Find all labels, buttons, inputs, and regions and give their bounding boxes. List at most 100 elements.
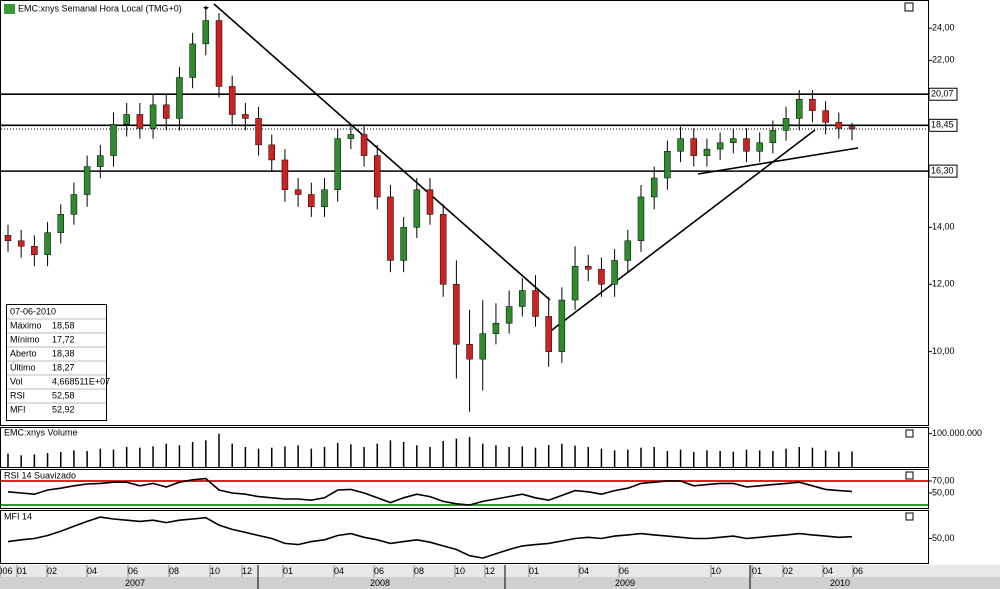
candle-body: [624, 240, 632, 261]
trend-lines: [213, 3, 859, 334]
level-box: [928, 118, 958, 132]
candle-body: [123, 114, 130, 125]
info-date: 07-06-2010: [10, 306, 56, 316]
x-tick-label: 12: [485, 566, 495, 576]
x-tick-label: 02: [783, 566, 793, 576]
candle-body: [835, 122, 843, 129]
x-tick-label: 04: [334, 566, 344, 576]
candle-body: [110, 124, 117, 156]
candle-body: [97, 155, 104, 167]
level-label: 16,30: [931, 165, 954, 175]
candle-body: [492, 322, 500, 334]
year-label: 2010: [830, 578, 850, 588]
x-tick-label: 06: [128, 566, 138, 576]
candle-body: [268, 144, 275, 161]
rsi-line: [7, 477, 853, 506]
year-label: 2007: [125, 578, 145, 588]
candle-body: [558, 299, 566, 352]
y-tick-label: 100.000.000: [932, 428, 982, 438]
candle-body: [189, 43, 196, 78]
x-tick-label: 10: [210, 566, 220, 576]
candle-body: [387, 196, 394, 261]
info-value: 4,668511E+07: [52, 376, 110, 386]
candle-body: [360, 134, 368, 156]
info-label: Último: [10, 362, 36, 372]
x-tick-label: 01: [529, 566, 539, 576]
mfi-line: [7, 516, 853, 559]
rsi-title: RSI 14 Suavizado: [4, 470, 76, 480]
candle-body: [242, 114, 249, 119]
candle-body: [690, 138, 697, 156]
candle-body: [281, 159, 289, 190]
candle-body: [308, 194, 315, 208]
info-value: 52,92: [52, 404, 75, 414]
candle-body: [519, 290, 526, 307]
candle-body: [163, 104, 170, 119]
info-label: Vol: [10, 376, 23, 386]
candle-body: [374, 155, 381, 198]
candle-body: [796, 98, 803, 119]
candle-body: [637, 196, 645, 242]
x-tick-label: 04: [87, 566, 97, 576]
x-tick-label: 06: [853, 566, 863, 576]
y-tick-label: 24,00: [932, 23, 955, 33]
mfi-title: MFI 14: [4, 511, 32, 521]
x-tick-label: 04: [823, 566, 833, 576]
candle-body: [611, 260, 618, 285]
candle-body: [809, 98, 816, 111]
candle-body: [83, 166, 91, 195]
y-tick-label: 22,00: [932, 55, 955, 65]
candle-body: [31, 246, 38, 255]
volume-title: EMC:xnys Volume: [4, 427, 78, 437]
candle-body: [585, 266, 592, 270]
candle-body: [505, 306, 513, 324]
candle-body: [44, 232, 51, 255]
candle-body: [439, 214, 447, 285]
candle-body: [822, 110, 829, 123]
candle-body: [545, 316, 552, 352]
candle-body: [703, 148, 711, 156]
chart-title: EMC:xnys Semanal Hora Local (TMG+0): [18, 3, 182, 13]
candle-body: [756, 142, 763, 152]
year-label: 2008: [370, 578, 390, 588]
candle-body: [294, 189, 302, 195]
x-tick-label: 01: [752, 566, 762, 576]
candle-body: [57, 214, 64, 233]
candle-body: [848, 126, 856, 130]
info-value: 52,58: [52, 390, 75, 400]
candle-body: [479, 333, 486, 360]
x-tick-label: 10: [711, 566, 721, 576]
x-tick-label: 08: [414, 566, 424, 576]
x-tick-label: 02: [47, 566, 57, 576]
candle-body: [4, 235, 12, 242]
candle-body: [321, 189, 328, 208]
trend-line: [213, 3, 551, 301]
candle-body: [136, 114, 144, 129]
info-value: 18,38: [52, 348, 75, 358]
candle-body: [664, 151, 671, 179]
y-tick-label: 50,00: [932, 487, 955, 497]
candle-body: [532, 290, 539, 317]
info-label: MFI: [10, 404, 26, 414]
level-box: [928, 164, 958, 178]
level-label: 18,45: [931, 120, 954, 130]
level-label: 20,07: [931, 89, 954, 99]
x-tick-label: 01: [283, 566, 293, 576]
candle-body: [426, 189, 434, 215]
candle-body: [598, 268, 605, 285]
x-tick-label: 08: [169, 566, 179, 576]
candle-body: [176, 77, 183, 119]
candle-body: [677, 138, 684, 152]
x-tick-label: 04: [579, 566, 589, 576]
info-label: RSI: [10, 390, 25, 400]
candle-body: [650, 177, 658, 198]
candle-body: [17, 240, 25, 247]
year-label: 2009: [615, 578, 635, 588]
window-button[interactable]: [904, 2, 914, 12]
info-label: Mínimo: [10, 334, 40, 344]
info-frame: [6, 304, 107, 421]
candle-body: [149, 104, 157, 129]
y-tick-label: 50,00: [932, 533, 955, 543]
info-box: 07-06-2010 Máximo 18,58 Mínimo 17,72 Aberto 1…: [6, 304, 110, 421]
